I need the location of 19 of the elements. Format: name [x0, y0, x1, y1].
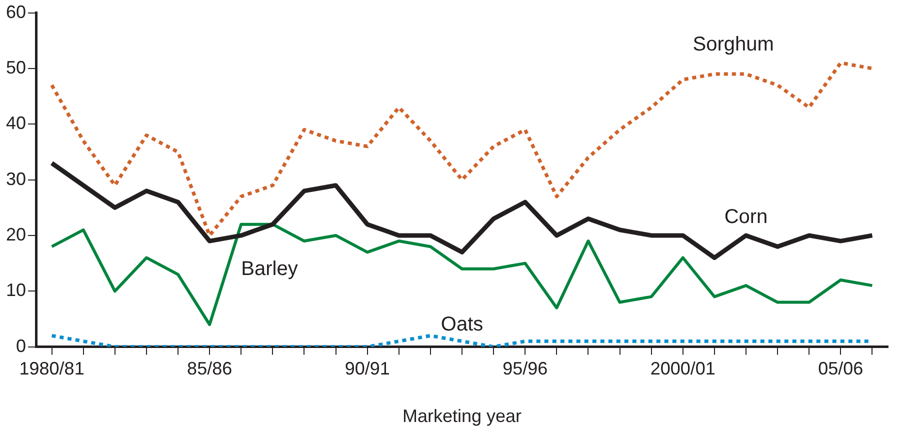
series-label: Sorghum — [692, 33, 774, 56]
series-label: Corn — [724, 206, 768, 228]
y-tick-label: 60 — [6, 2, 26, 22]
x-tick-label: 85/86 — [187, 358, 232, 379]
series-label: Oats — [440, 314, 484, 336]
line-series — [50, 61, 874, 238]
y-tick-label: 40 — [6, 113, 26, 134]
series-label: Barley — [241, 258, 298, 280]
x-tick-label: 95/96 — [502, 358, 548, 379]
y-tick-label: 30 — [6, 168, 26, 189]
x-tick-label: 90/91 — [344, 358, 390, 379]
x-tick-label: 05/06 — [818, 358, 864, 379]
y-tick-label: 10 — [6, 280, 26, 300]
y-tick-label: 20 — [6, 224, 26, 244]
x-axis-title: Marketing year — [402, 406, 522, 426]
y-tick-label: 0 — [16, 336, 26, 356]
y-tick-label: 50 — [6, 57, 26, 78]
x-tick-label: 1980/81 — [19, 358, 84, 379]
x-tick-label: 2000/01 — [650, 358, 716, 379]
